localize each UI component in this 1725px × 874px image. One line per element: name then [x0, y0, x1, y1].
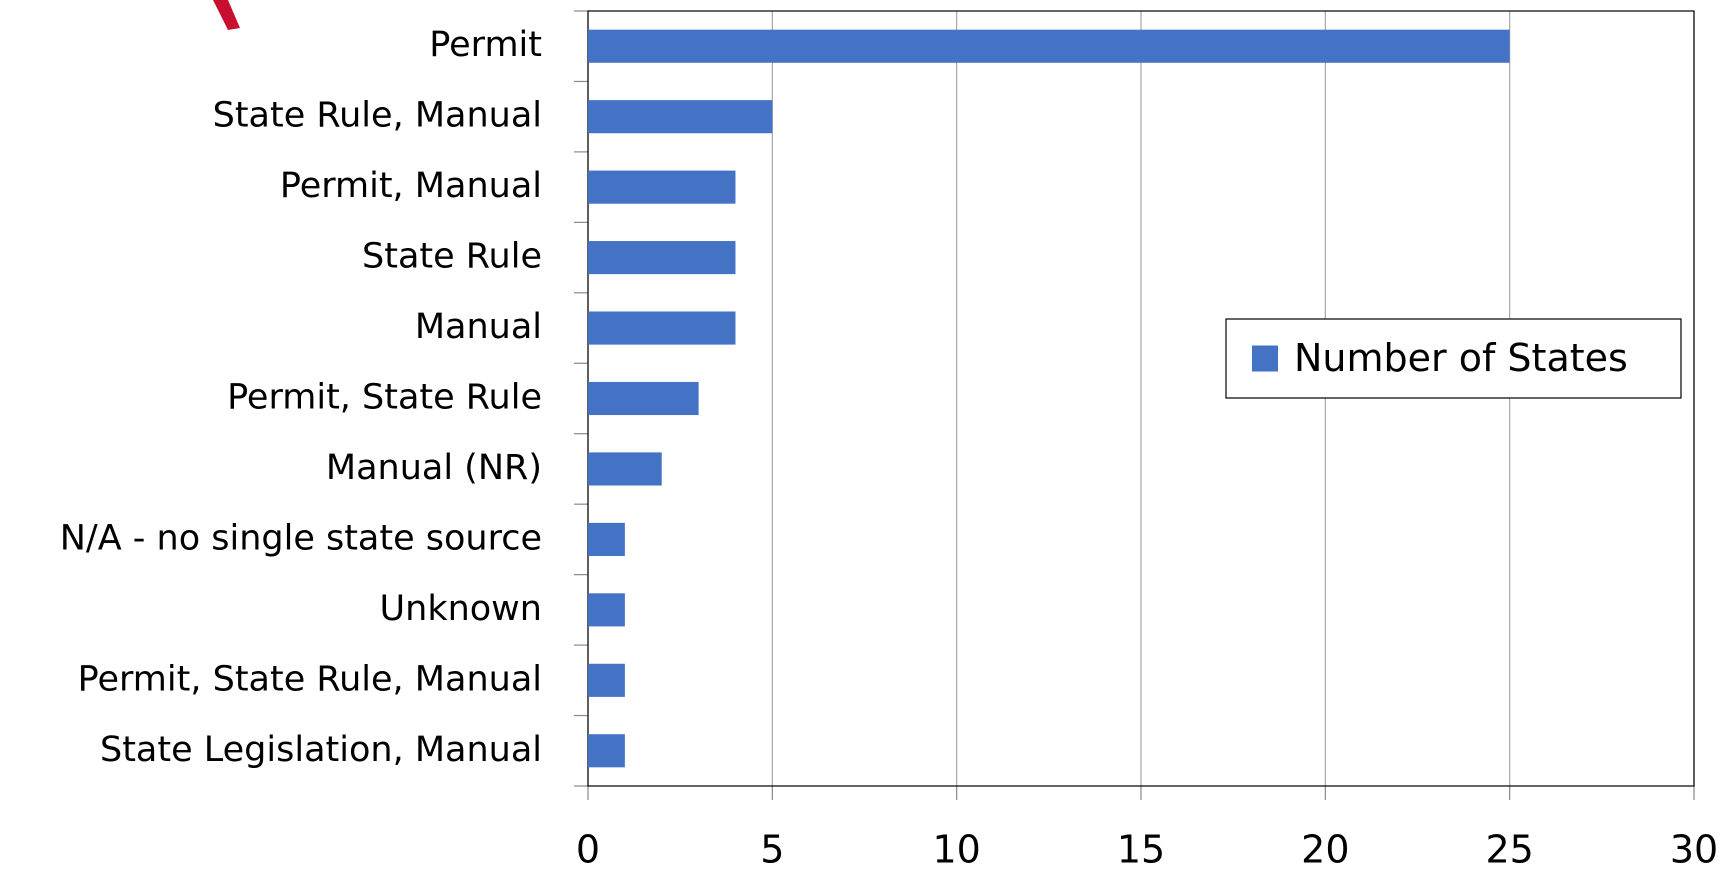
bar: [588, 734, 625, 768]
bar: [588, 593, 625, 627]
y-tick-label: Manual (NR): [326, 448, 542, 488]
bar: [588, 522, 625, 556]
bar: [588, 381, 699, 416]
bar: [588, 311, 736, 345]
y-tick-label: State Legislation, Manual: [100, 730, 542, 770]
decoration: [213, 0, 240, 30]
x-tick-label: 0: [576, 828, 600, 872]
x-tick-label: 15: [1117, 828, 1165, 872]
y-tick-label: Permit, State Rule, Manual: [78, 659, 542, 699]
x-tick-label: 20: [1301, 828, 1349, 872]
legend-swatch: [1252, 345, 1278, 372]
x-tick-label: 30: [1670, 828, 1718, 872]
bar: [588, 29, 1510, 63]
y-tick-label: Permit, State Rule: [227, 378, 542, 418]
x-tick-label: 10: [932, 828, 980, 872]
bar: [588, 663, 625, 697]
y-tick-label: N/A - no single state source: [60, 518, 542, 558]
bar: [588, 170, 736, 204]
y-tick-label: Permit: [429, 25, 542, 65]
y-tick-label: State Rule, Manual: [213, 96, 542, 136]
bar: [588, 241, 736, 275]
bar: [588, 100, 773, 134]
y-tick-label: Permit, Manual: [280, 166, 542, 206]
x-tick-label: 5: [760, 828, 784, 872]
y-tick-label: Manual: [415, 307, 542, 347]
legend-label: Number of States: [1294, 336, 1628, 380]
bar: [588, 452, 662, 486]
legend-box: [1225, 318, 1682, 399]
y-tick-label: Unknown: [380, 589, 542, 629]
x-tick-label: 25: [1485, 828, 1533, 872]
y-tick-label: State Rule: [362, 237, 542, 277]
